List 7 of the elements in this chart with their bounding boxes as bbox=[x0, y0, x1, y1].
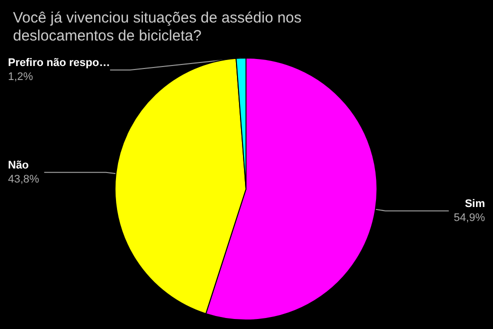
data-label: 43,8% bbox=[8, 173, 40, 186]
data-label: 54,9% bbox=[454, 212, 486, 224]
chart-title: Você já vivenciou situações de assédio nos deslocamentos de bicicleta? bbox=[13, 10, 302, 44]
slice-label: Não bbox=[8, 159, 30, 172]
data-label: 1,2% bbox=[8, 71, 34, 83]
slice-label: Prefiro não respo… bbox=[8, 57, 110, 69]
slice-label: Sim bbox=[464, 198, 486, 210]
